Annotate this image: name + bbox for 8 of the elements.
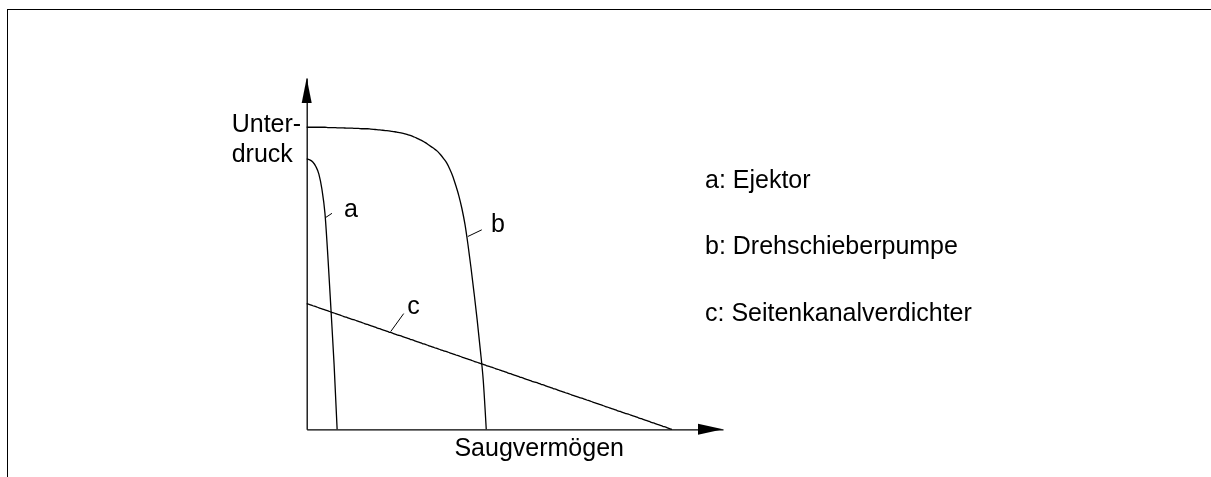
text: a: Ejektor [705, 164, 811, 193]
x-axis-title: Saugvermögen [454, 433, 624, 462]
legend-label: c [407, 291, 420, 320]
legend-label: a [344, 193, 359, 222]
text: b: Drehschieberpumpe [705, 231, 958, 259]
y-axis-title: Unter- druck [231, 109, 302, 168]
legend-label: b [491, 209, 506, 238]
text: c: Seitenkanalverdichter [705, 297, 972, 326]
